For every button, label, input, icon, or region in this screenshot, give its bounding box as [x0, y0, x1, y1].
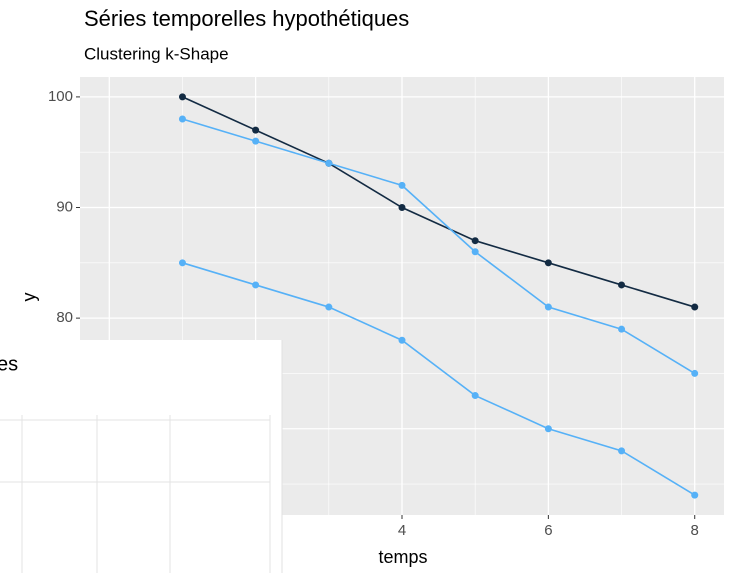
x-tick-label: 8	[691, 522, 699, 539]
data-point	[544, 303, 552, 311]
data-point	[618, 447, 626, 455]
data-point	[471, 248, 479, 256]
chart-subtitle: Clustering k-Shape	[84, 44, 229, 63]
window-title: es	[0, 353, 18, 375]
x-axis-label: temps	[378, 547, 427, 567]
x-tick-label: 6	[544, 522, 552, 539]
data-point	[618, 281, 626, 289]
series-line	[182, 96, 695, 308]
window-background	[0, 340, 282, 573]
y-tick-label: 80	[56, 309, 73, 326]
data-point	[691, 303, 699, 311]
data-point	[691, 369, 699, 377]
data-point	[691, 491, 699, 499]
x-tick-label: 4	[398, 522, 406, 539]
data-point	[252, 281, 260, 289]
data-point	[398, 336, 406, 344]
data-point	[178, 115, 186, 123]
data-point	[544, 425, 552, 433]
data-point	[252, 126, 260, 134]
y-tick-label: 90	[56, 198, 73, 215]
data-point	[252, 137, 260, 145]
data-point	[398, 181, 406, 189]
chart-title: Séries temporelles hypothétiques	[84, 6, 409, 31]
series-line	[182, 262, 696, 496]
y-axis-label: y	[19, 293, 39, 302]
series-line	[182, 118, 696, 375]
data-point	[618, 325, 626, 333]
data-point	[544, 259, 552, 267]
data-point	[178, 93, 186, 101]
overlapping-window: es	[0, 340, 283, 573]
data-point	[178, 259, 186, 267]
data-point	[471, 392, 479, 400]
data-point	[398, 204, 406, 212]
data-point	[325, 159, 333, 167]
data-point	[325, 303, 333, 311]
data-point	[471, 237, 479, 245]
y-tick-label: 100	[48, 88, 73, 105]
